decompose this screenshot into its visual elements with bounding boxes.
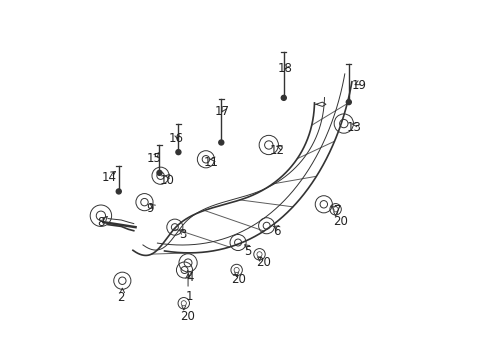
Text: 15: 15	[147, 152, 162, 165]
Text: 20: 20	[180, 310, 194, 323]
Text: 20: 20	[255, 256, 270, 269]
Text: 1: 1	[185, 289, 192, 303]
Text: 4: 4	[186, 271, 194, 284]
Circle shape	[346, 100, 350, 105]
Text: 10: 10	[159, 174, 174, 187]
Circle shape	[281, 95, 285, 100]
Text: 19: 19	[350, 79, 366, 92]
Text: 7: 7	[333, 204, 341, 217]
Text: 12: 12	[269, 144, 285, 157]
Text: 9: 9	[146, 202, 153, 215]
Text: 14: 14	[102, 171, 117, 184]
Text: 13: 13	[346, 121, 361, 134]
Circle shape	[218, 140, 224, 145]
Text: 8: 8	[97, 216, 104, 229]
Text: 5: 5	[244, 245, 251, 258]
Circle shape	[116, 189, 121, 194]
Text: 3: 3	[179, 228, 186, 241]
Text: 2: 2	[117, 291, 125, 305]
Text: 17: 17	[214, 105, 229, 118]
Text: 20: 20	[230, 273, 245, 286]
Text: 16: 16	[168, 132, 183, 145]
Text: 18: 18	[278, 62, 292, 75]
Text: 11: 11	[203, 156, 219, 169]
Circle shape	[176, 150, 181, 155]
Text: 20: 20	[332, 215, 347, 228]
Circle shape	[157, 170, 162, 175]
Text: 6: 6	[272, 225, 280, 238]
